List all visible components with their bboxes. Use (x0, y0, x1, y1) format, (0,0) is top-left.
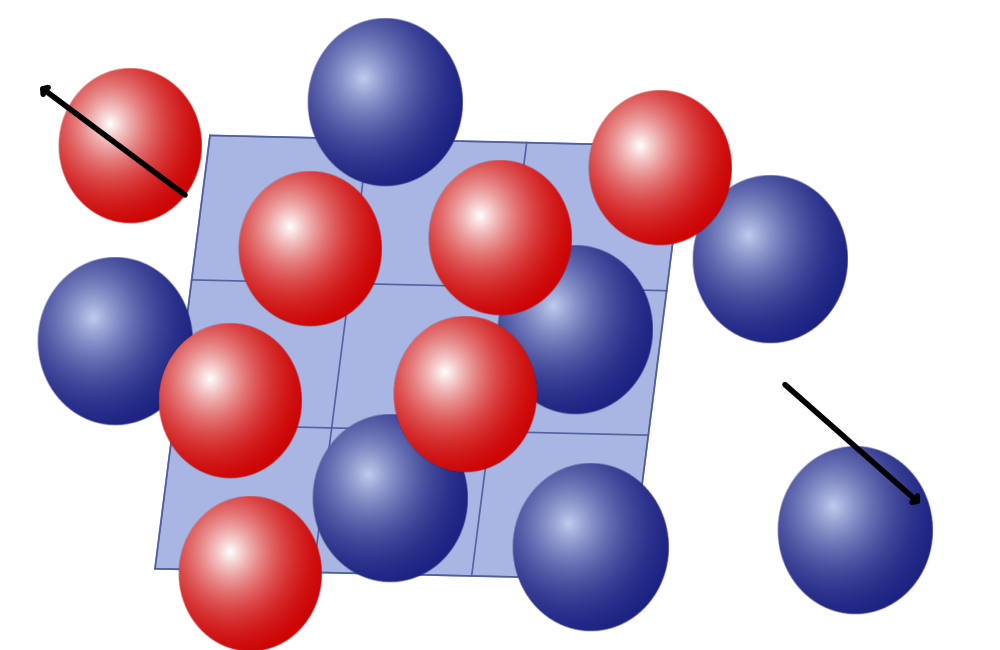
Polygon shape (155, 135, 685, 580)
